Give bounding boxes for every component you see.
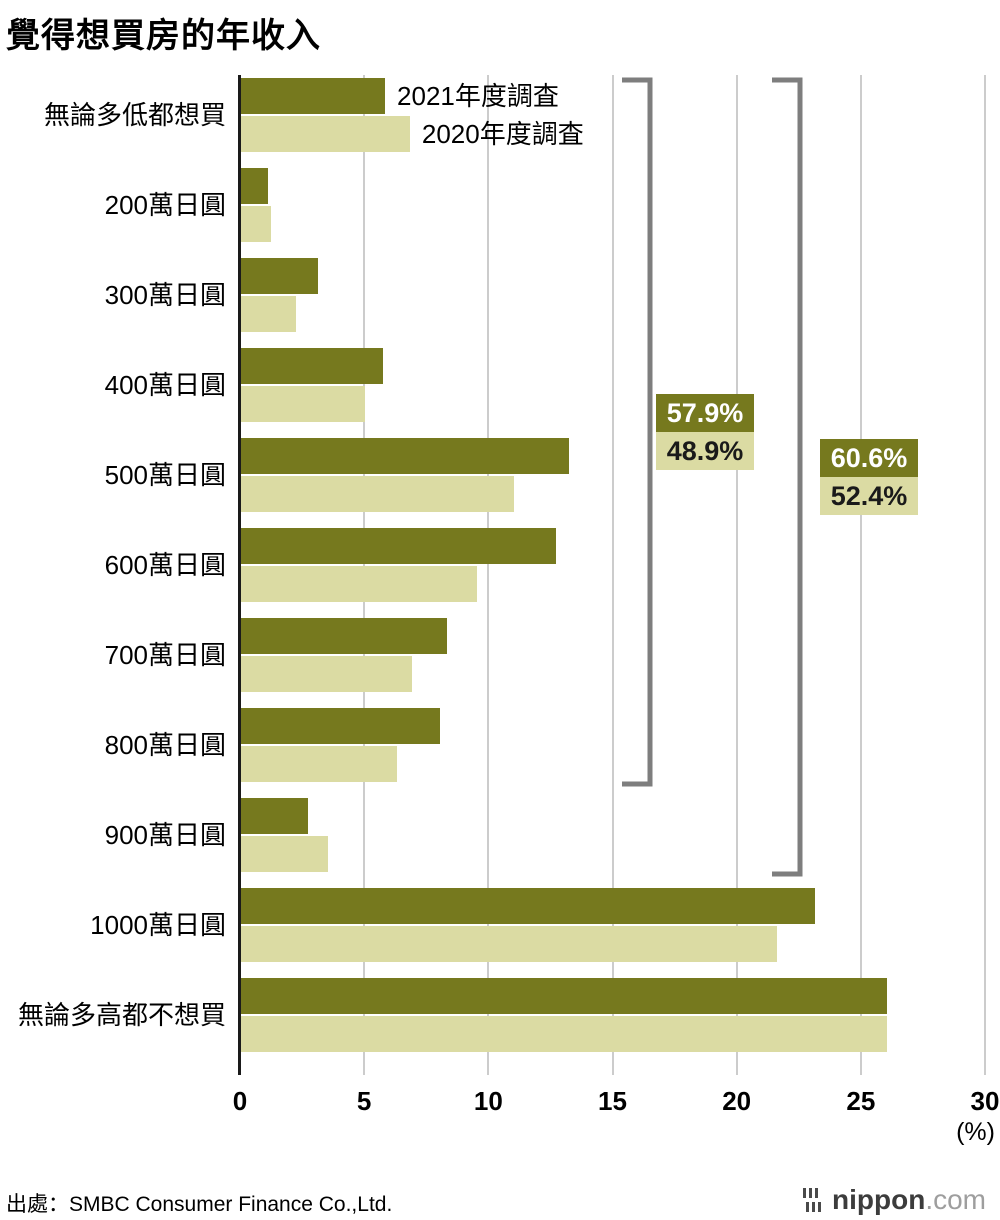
category-label: 800萬日圓: [104, 730, 226, 760]
bar-2021: [241, 798, 309, 834]
bar-2020: [241, 746, 398, 782]
gridline-30: [984, 75, 986, 1075]
bracket2-2021-value: 60.6%: [820, 439, 918, 477]
bar-2021: [241, 438, 569, 474]
x-tick-30: 30: [970, 1086, 1000, 1116]
bar-2021: [241, 78, 386, 114]
bracket2-2020-value: 52.4%: [820, 477, 918, 515]
bar-2021: [241, 168, 269, 204]
x-tick-5: 5: [356, 1086, 372, 1116]
category-label: 無論多低都想買: [43, 100, 226, 130]
category-label: 200萬日圓: [104, 190, 226, 220]
logo-text-nippon: nippon: [832, 1184, 926, 1215]
gridline-10: [487, 75, 490, 1075]
category-label: 無論多高都不想買: [17, 1000, 226, 1030]
nippon-logo: nippon.com: [802, 1184, 986, 1216]
x-axis-unit-label: (%): [956, 1118, 995, 1146]
x-tick-20: 20: [722, 1086, 752, 1116]
gridline-15: [611, 75, 614, 1075]
bar-2021: [241, 618, 448, 654]
bracket-2: [772, 77, 803, 877]
x-tick-0: 0: [232, 1086, 248, 1116]
bar-2021: [241, 258, 318, 294]
category-label: 300萬日圓: [104, 280, 226, 310]
bracket1-2021-value: 57.9%: [656, 394, 754, 432]
logo-text-com: .com: [925, 1184, 986, 1215]
x-tick-10: 10: [473, 1086, 503, 1116]
x-tick-15: 15: [598, 1086, 627, 1116]
bar-2020: [241, 386, 366, 422]
bar-2021: [241, 978, 887, 1014]
bar-2021: [241, 708, 440, 744]
chart-title: 覺得想買房的年收入: [6, 17, 321, 55]
bar-2021: [241, 888, 815, 924]
nippon-logo-icon: [803, 1188, 822, 1212]
bar-2020: [241, 926, 778, 962]
x-tick-25: 25: [846, 1086, 876, 1116]
category-label: 500萬日圓: [104, 460, 226, 490]
bar-2020: [241, 476, 515, 512]
category-label: 1000萬日圓: [90, 910, 226, 940]
category-label: 900萬日圓: [104, 820, 226, 850]
y-axis-line: [238, 75, 241, 1075]
bar-2020: [241, 1016, 887, 1052]
source-text: 出處：SMBC Consumer Finance Co.,Ltd.: [6, 1193, 393, 1216]
bar-2020: [241, 296, 296, 332]
bar-2020: [241, 836, 328, 872]
bar-2020: [241, 656, 413, 692]
bar-2021: [241, 528, 557, 564]
legend-label-2021: 2021年度調査: [397, 81, 559, 111]
bar-2021: [241, 348, 383, 384]
gridline-20: [735, 75, 738, 1075]
bracket-1: [622, 77, 653, 787]
bracket1-2020-value: 48.9%: [656, 432, 754, 470]
bar-2020: [241, 566, 477, 602]
legend-label-2020: 2020年度調査: [421, 119, 584, 149]
category-label: 600萬日圓: [104, 550, 226, 580]
category-label: 400萬日圓: [104, 370, 226, 400]
category-label: 700萬日圓: [104, 640, 226, 670]
bar-2020: [241, 206, 271, 242]
bar-2020: [241, 116, 410, 152]
gridline-25: [859, 75, 862, 1075]
